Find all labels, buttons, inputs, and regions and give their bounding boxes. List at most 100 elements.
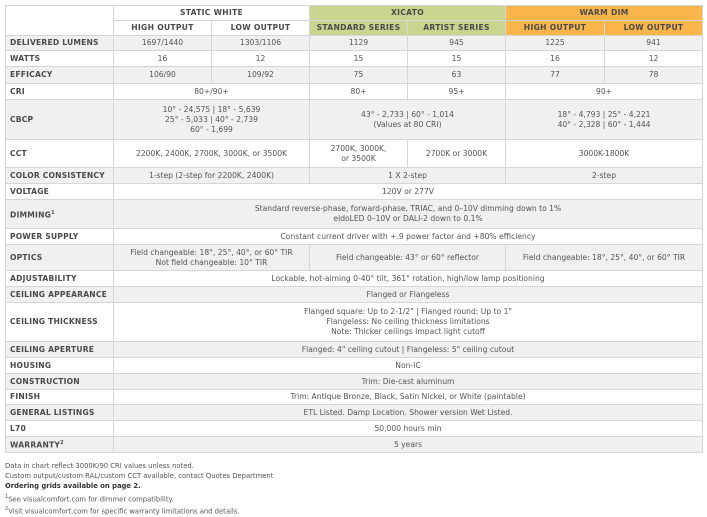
table-cell: 5 years	[112, 436, 704, 453]
table-cell: Constant current driver with +.9 power f…	[112, 228, 704, 245]
row-label-text: CONSTRUCTION	[10, 376, 80, 386]
table-row: CBCP 10° - 24,575 | 18° - 5,639 25° - 5,0…	[5, 99, 704, 140]
table-cell: 95+	[406, 83, 507, 100]
table-cell: 10° - 24,575 | 18° - 5,639 25° - 5,033 |…	[113, 99, 310, 140]
row-label: CRI	[5, 83, 114, 100]
row-label-text: GENERAL LISTINGS	[10, 407, 95, 417]
footnote-text: Data in chart reflect 3000K/90 CRI value…	[5, 462, 194, 470]
table-row: CEILING APPEARANCE Flanged or Flangeless	[5, 286, 704, 303]
col-wd-low-output: LOW OUTPUT	[604, 20, 704, 36]
table-cell: Flanged: 4" ceiling cutout | Flangeless:…	[112, 341, 704, 358]
col-sw-low-output: LOW OUTPUT	[211, 20, 310, 36]
table-cell: Non-IC	[112, 357, 704, 374]
row-label: OPTICS	[5, 244, 114, 271]
row-label-text: WATTS	[10, 53, 41, 63]
row-label: CEILING APPEARANCE	[5, 286, 114, 303]
table-cell: 120V or 277V	[112, 183, 704, 200]
table-cell: 12	[211, 50, 310, 67]
table-row: L70 50,000 hours min	[5, 420, 704, 437]
footnote: 2Visit visualcomfort.com for specific wa…	[5, 504, 273, 516]
table-cell: 43° - 2,733 | 60° - 1,014 (Values at 80 …	[308, 99, 507, 140]
row-label: COLOR CONSISTENCY	[5, 167, 114, 184]
table-row: DIMMING1 Standard reverse-phase, forward-…	[5, 199, 704, 229]
table-cell: 16	[505, 50, 606, 67]
row-label: CEILING THICKNESS	[5, 302, 114, 342]
footnote: 1See visualcomfort.com for dimmer compat…	[5, 492, 273, 504]
table-cell: 945	[406, 35, 507, 51]
col-sw-high-output: HIGH OUTPUT	[113, 20, 212, 36]
row-label-text: CCT	[10, 148, 27, 158]
table-cell: Flanged square: Up to 2-1/2" | Flanged r…	[112, 302, 704, 342]
table-cell: 50,000 hours min	[112, 420, 704, 437]
footnote: Ordering grids available on page 2.	[5, 481, 273, 491]
row-label-text: DELIVERED LUMENS	[10, 38, 99, 47]
table-row: VOLTAGE 120V or 277V	[5, 183, 704, 200]
row-label-text: CEILING APERTURE	[10, 344, 95, 354]
row-label-text: OPTICS	[10, 252, 43, 262]
row-label: ADJUSTABILITY	[5, 270, 114, 287]
table-row: WARRANTY2 5 years	[5, 436, 704, 453]
table-cell: 106/90	[113, 66, 212, 84]
row-label: DIMMING1	[5, 199, 114, 229]
table-cell: Field changeable: 43° or 60° reflector	[308, 244, 507, 271]
row-label-text: DIMMING	[10, 210, 52, 220]
table-row: ADJUSTABILITY Lockable, hot-aiming 0-40° …	[5, 270, 704, 287]
row-label: HOUSING	[5, 357, 114, 374]
corner-cell	[5, 5, 114, 36]
row-label-text: HOUSING	[10, 360, 52, 370]
table-row: GENERAL LISTINGS ETL Listed. Damp Locatio…	[5, 404, 704, 421]
table-cell: 15	[406, 50, 507, 67]
table-cell: 80+	[309, 83, 408, 100]
table-row: HOUSING Non-IC	[5, 357, 704, 374]
table-cell: 1 X 2-step	[308, 167, 507, 184]
row-label-text: CBCP	[10, 114, 34, 124]
col-wd-high-output: HIGH OUTPUT	[505, 20, 606, 36]
table-cell: 2700K or 3000K	[406, 139, 507, 168]
group-static-white: STATIC WHITE	[113, 5, 310, 21]
row-label: VOLTAGE	[5, 183, 114, 200]
row-label-text: L70	[10, 423, 27, 433]
row-label: CCT	[5, 139, 114, 168]
footnote-marker: 1	[51, 209, 55, 216]
table-cell: 2-step	[505, 167, 704, 184]
table-cell: Standard reverse-phase, forward-phase, T…	[112, 199, 704, 229]
footnote: Data in chart reflect 3000K/90 CRI value…	[5, 461, 273, 471]
row-label-text: CEILING APPEARANCE	[10, 289, 107, 299]
row-label-text: VOLTAGE	[10, 186, 50, 196]
row-label: CBCP	[5, 99, 114, 140]
group-warm-dim: WARM DIM	[505, 5, 704, 21]
table-cell: Trim: Antique Bronze, Black, Satin Nicke…	[112, 389, 704, 405]
table-row: OPTICS Field changeable: 18°, 25°, 40°, o…	[5, 244, 704, 271]
table-cell: 1697/1440	[113, 35, 212, 51]
spec-table: STATIC WHITE XICATO WARM DIM HIGH OUTPUT…	[5, 5, 704, 453]
row-label: EFFICACY	[5, 66, 114, 84]
table-row: EFFICACY 106/90 109/92 75 63 77 78	[5, 66, 704, 84]
row-label-text: WARRANTY	[10, 440, 61, 450]
row-label-text: CRI	[10, 86, 25, 96]
row-label: DELIVERED LUMENS	[5, 35, 114, 51]
row-label: CONSTRUCTION	[5, 373, 114, 390]
footnote: Custom output/custom RAL/custom CCT avai…	[5, 471, 273, 481]
table-cell: Flanged or Flangeless	[112, 286, 704, 303]
table-cell: 109/92	[211, 66, 310, 84]
table-cell: 1225	[505, 35, 606, 51]
table-row: CRI 80+/90+ 80+ 95+ 90+	[5, 83, 704, 100]
table-cell: 15	[309, 50, 408, 67]
table-row: WATTS 16 12 15 15 16 12	[5, 50, 704, 67]
row-label-text: ADJUSTABILITY	[10, 273, 77, 283]
row-label: WATTS	[5, 50, 114, 67]
footnote-text: Visit visualcomfort.com for specific war…	[8, 507, 240, 516]
table-cell: Field changeable: 18°, 25°, 40°, or 60° …	[505, 244, 704, 271]
row-label: L70	[5, 420, 114, 437]
footnote-text: Ordering grids available on page 2.	[5, 482, 141, 491]
row-label-text: EFFICACY	[10, 70, 53, 79]
table-row: FINISH Trim: Antique Bronze, Black, Satin…	[5, 389, 704, 405]
table-cell: 78	[604, 66, 704, 84]
table-cell: 2700K, 3000K, or 3500K	[309, 139, 408, 168]
table-cell: 12	[604, 50, 704, 67]
table-row: CONSTRUCTION Trim: Die-cast aluminum	[5, 373, 704, 390]
table-cell: 1303/1106	[211, 35, 310, 51]
table-cell: 2200K, 2400K, 2700K, 3000K, or 3500K	[113, 139, 310, 168]
table-cell: 1-step (2-step for 2200K, 2400K)	[113, 167, 310, 184]
table-cell: 75	[309, 66, 408, 84]
